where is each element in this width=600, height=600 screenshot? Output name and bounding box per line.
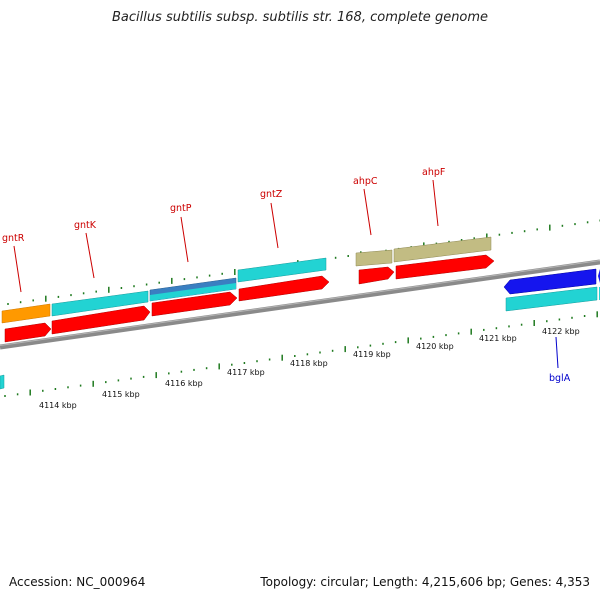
cds-arrow-ahpC[interactable] [358, 266, 395, 285]
gene-block-gntP-lower [150, 283, 236, 301]
cds-arrow-gntP[interactable] [151, 291, 238, 317]
cds-arrow-gntK[interactable] [51, 305, 151, 335]
cds-arrow-gntZ[interactable] [238, 275, 330, 302]
gene-label-gntK[interactable]: gntK [74, 220, 97, 231]
gene-block-gntK[interactable] [51, 290, 149, 317]
gene-label-bglA[interactable]: bglA [549, 373, 571, 384]
scale-label-4118: 4118 kbp [290, 359, 328, 368]
leader-bglA [555, 336, 559, 369]
gene-label-gntR[interactable]: gntR [2, 233, 25, 244]
gene-label-ahpC[interactable]: ahpC [353, 176, 378, 187]
leader-gntR [13, 245, 22, 293]
genome-summary-text: Topology: circular; Length: 4,215,606 bp… [260, 575, 590, 589]
scale-label-4114: 4114 kbp [39, 401, 77, 410]
scale-labels: 4114 kbp 4115 kbp 4116 kbp 4117 kbp 4118… [39, 327, 580, 410]
gene-label-ahpF[interactable]: ahpF [422, 167, 445, 178]
gene-label-leaders [13, 179, 559, 369]
gene-block-ahpC[interactable] [355, 249, 393, 267]
scale-label-4115: 4115 kbp [102, 390, 140, 399]
gene-block-gntR[interactable] [1, 303, 51, 324]
gene-block-ahpF[interactable] [393, 236, 492, 263]
leader-ahpC [363, 188, 372, 236]
scale-label-4121: 4121 kbp [479, 334, 517, 343]
lower-scale-ticks [4, 311, 598, 397]
cds-arrow-bglA[interactable] [503, 268, 597, 295]
gene-block-bglA[interactable] [505, 286, 598, 312]
scale-label-4120: 4120 kbp [416, 342, 454, 351]
cds-arrow-gntR[interactable] [4, 322, 52, 343]
leader-gntK [85, 232, 95, 279]
scale-label-4117: 4117 kbp [227, 368, 265, 377]
scale-label-4116: 4116 kbp [165, 379, 203, 388]
cds-track-forward [4, 254, 495, 343]
leader-gntP [180, 216, 189, 263]
leader-ahpF [432, 179, 439, 227]
gene-labels: gntR gntK gntP gntZ ahpC ahpF bglA [2, 167, 571, 384]
genome-backbone-highlight [0, 260, 600, 346]
map-title: Bacillus subtilis subsp. subtilis str. 1… [111, 10, 489, 25]
cds-arrow-ahpF[interactable] [395, 254, 495, 280]
gene-label-gntP[interactable]: gntP [170, 203, 192, 214]
accession-text: Accession: NC_000964 [9, 575, 146, 589]
scale-label-4119: 4119 kbp [353, 350, 391, 359]
scale-label-4122: 4122 kbp [542, 327, 580, 336]
gene-block-gntZ[interactable] [237, 257, 327, 283]
gene-label-gntZ[interactable]: gntZ [260, 189, 283, 200]
gene-block-left-edge [0, 374, 5, 390]
genome-backbone [0, 259, 600, 350]
leader-gntZ [270, 202, 279, 249]
feature-track-forward [1, 236, 492, 324]
